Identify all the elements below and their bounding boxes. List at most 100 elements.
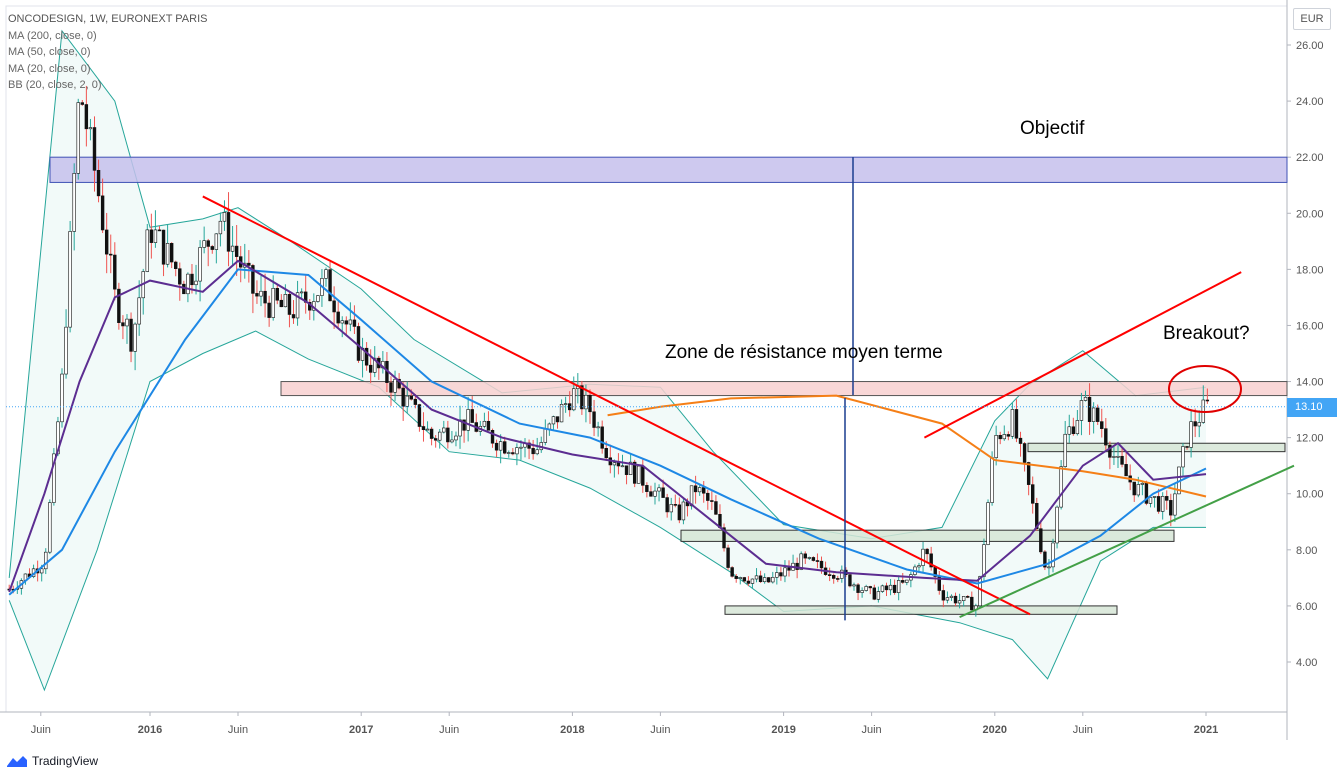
candle-body (852, 584, 856, 587)
ma200-line (607, 394, 1207, 498)
zone-support-2 (680, 529, 1175, 542)
y-tick-label: 16.00 (1296, 320, 1324, 332)
candle-body (295, 292, 300, 319)
candle-body (1165, 496, 1169, 501)
candle-body (336, 311, 340, 324)
candle-body (178, 268, 182, 285)
candle-body (100, 195, 105, 231)
candle-body (1132, 481, 1136, 496)
candle-body (202, 240, 206, 248)
candle-body (247, 262, 251, 266)
candle-body (332, 300, 336, 313)
candle-body (994, 435, 998, 459)
tradingview-logo[interactable]: TradingView (6, 752, 98, 770)
x-tick-label: 2021 (1194, 724, 1218, 736)
candle-body (1010, 409, 1015, 437)
candle-body (72, 173, 76, 232)
candle-body (888, 584, 893, 591)
candle-body (637, 465, 641, 484)
candle-body (580, 385, 584, 410)
candle-body (840, 569, 844, 579)
candle-body (1091, 407, 1096, 422)
indicator-ma50[interactable]: MA (50, close, 0) (8, 46, 91, 58)
candle-body (1026, 462, 1031, 485)
candle-body (616, 462, 621, 467)
candle-body (641, 465, 645, 486)
candle-body (551, 416, 556, 425)
candle-body (620, 465, 625, 468)
candle-body (48, 502, 52, 553)
candle-body (153, 229, 158, 243)
candle-body (1136, 484, 1141, 496)
candle-body (604, 448, 608, 459)
candle-body (1173, 493, 1177, 516)
breakout-circle (1168, 365, 1242, 413)
candle-body (113, 254, 117, 290)
y-tick-label: 26.00 (1296, 40, 1324, 52)
candle-body (84, 104, 89, 130)
candle-body (848, 574, 852, 587)
candle-body (1075, 420, 1080, 435)
candle-body (1063, 433, 1067, 467)
y-tick-label: 20.00 (1296, 208, 1324, 220)
symbol-title: ONCODESIGN, 1W, EURONEXT PARIS (8, 13, 208, 25)
candle-body (1018, 437, 1023, 444)
candle-body (535, 449, 539, 455)
candle-body (1002, 434, 1006, 440)
candle-body (624, 465, 629, 475)
candle-body (563, 403, 568, 405)
candle-body (137, 297, 141, 325)
candle-body (425, 428, 430, 431)
currency-button[interactable]: EUR (1293, 8, 1331, 30)
candle-body (1185, 446, 1189, 448)
candle-body (543, 428, 548, 443)
annotation-breakout: Breakout? (1163, 323, 1250, 344)
x-tick-label: Juin (862, 724, 882, 736)
candle-body (438, 431, 442, 441)
candle-body (324, 269, 328, 279)
zone-support-1 (1027, 442, 1286, 453)
candle-body (559, 403, 564, 423)
candle-body (60, 373, 64, 423)
x-tick-label: Juin (1073, 724, 1093, 736)
candle-body (706, 492, 710, 501)
candle-body (702, 487, 706, 494)
candle-body (831, 575, 836, 579)
y-tick-label: 6.00 (1296, 601, 1317, 613)
x-tick-label: Juin (439, 724, 459, 736)
indicator-ma20[interactable]: MA (20, close, 0) (8, 62, 91, 75)
candle-body (673, 504, 677, 506)
candle-body (990, 457, 994, 503)
indicator-ma200[interactable]: MA (200, close, 0) (8, 29, 97, 42)
candle-body (149, 229, 154, 243)
candle-body (746, 580, 751, 584)
candle-body (409, 395, 413, 400)
candle-body (584, 394, 588, 410)
candle-body (779, 572, 783, 577)
bollinger-lower-line (8, 330, 1206, 692)
candle-body (230, 245, 235, 252)
candle-body (722, 527, 726, 549)
candle-body (210, 246, 214, 250)
x-tick-label: 2018 (560, 724, 584, 736)
candle-body (519, 446, 523, 449)
x-tick-label: 2017 (349, 724, 373, 736)
candle-body (267, 302, 271, 318)
candle-body (645, 485, 649, 492)
x-tick-label: Juin (228, 724, 248, 736)
candle-body (986, 502, 990, 545)
zone-objectif (49, 156, 1288, 183)
candle-body (905, 579, 909, 583)
candle-body (299, 291, 304, 294)
candle-body (287, 294, 292, 315)
candle-body (206, 240, 210, 247)
candle-body (982, 544, 986, 577)
candle-body (68, 231, 72, 328)
candle-body (92, 127, 97, 171)
candle-body (263, 290, 267, 304)
indicator-bollinger[interactable]: BB (20, close, 2, 0) (8, 79, 102, 91)
candle-body (978, 576, 982, 607)
candle-body (970, 596, 974, 611)
candle-body (657, 487, 661, 492)
